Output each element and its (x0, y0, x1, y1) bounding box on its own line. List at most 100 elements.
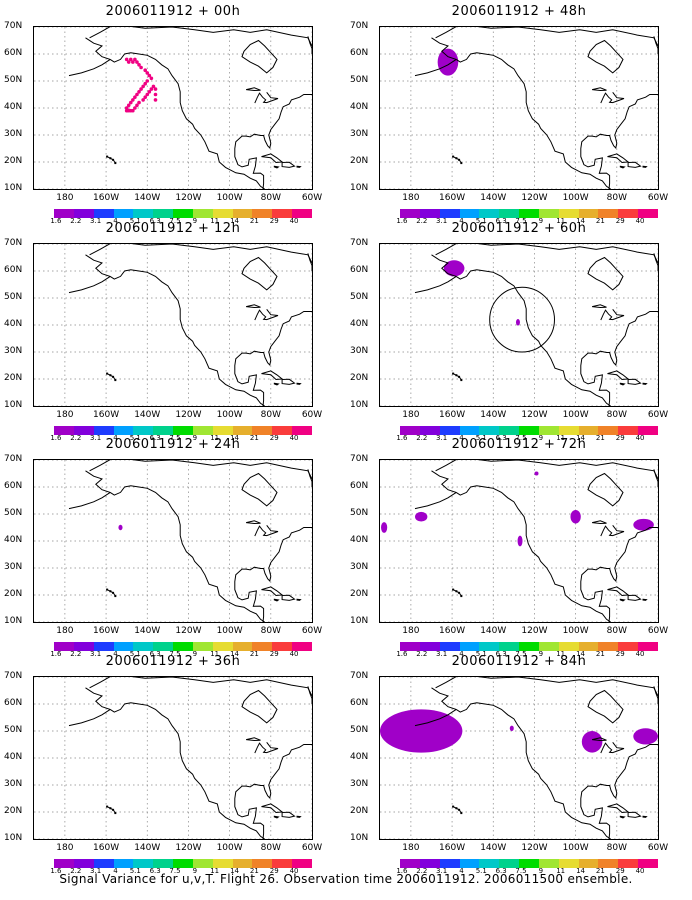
x-tick-label: 180 (402, 193, 420, 203)
map-svg (380, 460, 658, 622)
coastline (580, 527, 658, 622)
x-tick-label: 80W (606, 842, 627, 853)
colorbar-swatch (54, 209, 74, 218)
coastline (627, 378, 642, 385)
coastline (261, 153, 284, 164)
island (114, 162, 117, 165)
observation-point (143, 68, 147, 72)
colorbar-label: 29 (615, 217, 625, 225)
y-tick-label: 40N (4, 535, 23, 545)
colorbar-swatch (232, 425, 253, 435)
y-tick-label: 30N (4, 345, 23, 356)
y-tick-label: 30N (350, 345, 369, 356)
colorbar-label: 21 (249, 650, 259, 658)
y-tick-label: 20N (4, 589, 23, 599)
x-tick-label: 80W (606, 193, 627, 203)
colorbar-label: 5.1 (475, 866, 487, 875)
coastline (281, 811, 296, 818)
coastline (273, 165, 280, 169)
colorbar-label: 3.1 (436, 650, 448, 658)
coastline (254, 524, 279, 537)
coastline (241, 39, 278, 74)
colorbar-label: 29 (269, 650, 279, 658)
island (114, 595, 117, 598)
island (109, 157, 112, 160)
coastline (414, 58, 457, 77)
colorbar-swatch (618, 858, 639, 868)
y-tick-label: 60N (350, 48, 369, 58)
coastline (68, 491, 111, 510)
colorbar-label: 9 (538, 866, 544, 875)
colorbar-label: 40 (635, 866, 645, 875)
x-tick-label: 100W (216, 842, 243, 853)
colorbar-label: 1.6 (50, 650, 62, 658)
y-tick-label: 20N (350, 372, 369, 383)
y-tick-label: 60N (350, 697, 369, 708)
coastline (261, 802, 284, 813)
x-tick-label: 180 (56, 626, 74, 636)
coastline (106, 372, 116, 381)
colorbar-swatch (212, 209, 233, 218)
colorbar-swatch (133, 642, 154, 651)
island (460, 378, 463, 381)
colorbar-swatch (212, 858, 233, 868)
colorbar-label: 11 (556, 217, 566, 225)
colorbar-label: 2.2 (416, 217, 428, 225)
colorbar-swatch (93, 642, 114, 651)
island (109, 373, 112, 376)
colorbar-swatch (192, 858, 213, 868)
colorbar-swatch (272, 858, 293, 868)
coastline (580, 94, 658, 189)
x-tick-label: 120W (175, 842, 202, 853)
colorbar-swatch (479, 642, 500, 651)
colorbar-label: 21 (595, 217, 605, 225)
x-tick-label: 120W (521, 626, 548, 636)
colorbar-label: 21 (249, 217, 259, 225)
x-tick-label: 60W (647, 409, 669, 420)
colorbar-label: 40 (635, 217, 645, 225)
colorbar-swatch (73, 642, 94, 651)
colorbar-label: 11 (210, 217, 220, 225)
colorbar-swatch (638, 425, 658, 435)
map-plot-area (33, 459, 313, 623)
colorbar (54, 642, 312, 651)
colorbar-swatch (538, 209, 559, 218)
island (112, 375, 115, 378)
coastline (281, 594, 296, 601)
y-tick-label: 70N (4, 237, 23, 248)
island (452, 372, 455, 375)
island (458, 591, 461, 594)
y-tick-label: 70N (350, 454, 369, 464)
colorbar-label: 5.1 (129, 433, 141, 442)
colorbar-swatch (93, 425, 114, 435)
colorbar-swatch (538, 425, 559, 435)
coastline (642, 382, 648, 385)
observation-point (147, 90, 152, 94)
map-panel: 2006011912 + 12h 10N 20N 30N 40N 50N 60N 70N 180… (0, 221, 346, 442)
island (112, 591, 115, 594)
x-tick-label: 140W (480, 193, 507, 203)
x-tick-label: 120W (175, 626, 202, 636)
coastline (307, 252, 312, 271)
colorbar-swatch (73, 858, 94, 868)
coastline (68, 58, 111, 77)
colorbar-swatch (598, 425, 619, 435)
map-plot-area (33, 26, 313, 190)
colorbar (54, 425, 312, 435)
observation-point (135, 103, 139, 108)
observation-point (147, 73, 152, 78)
colorbar-label: 14 (576, 650, 585, 658)
colorbar-swatch (578, 209, 599, 218)
colorbar-swatch (252, 858, 273, 868)
x-tick-label: 80W (260, 409, 281, 420)
island (455, 373, 458, 376)
variance-area (633, 727, 658, 744)
colorbar-label: 29 (615, 433, 625, 442)
colorbar-label: 7.5 (515, 866, 527, 875)
coastline (435, 676, 658, 696)
coastline (452, 156, 462, 164)
island (458, 375, 461, 378)
colorbar-swatch (419, 642, 440, 651)
colorbar-label: 9 (538, 650, 544, 658)
colorbar-swatch (519, 858, 539, 868)
